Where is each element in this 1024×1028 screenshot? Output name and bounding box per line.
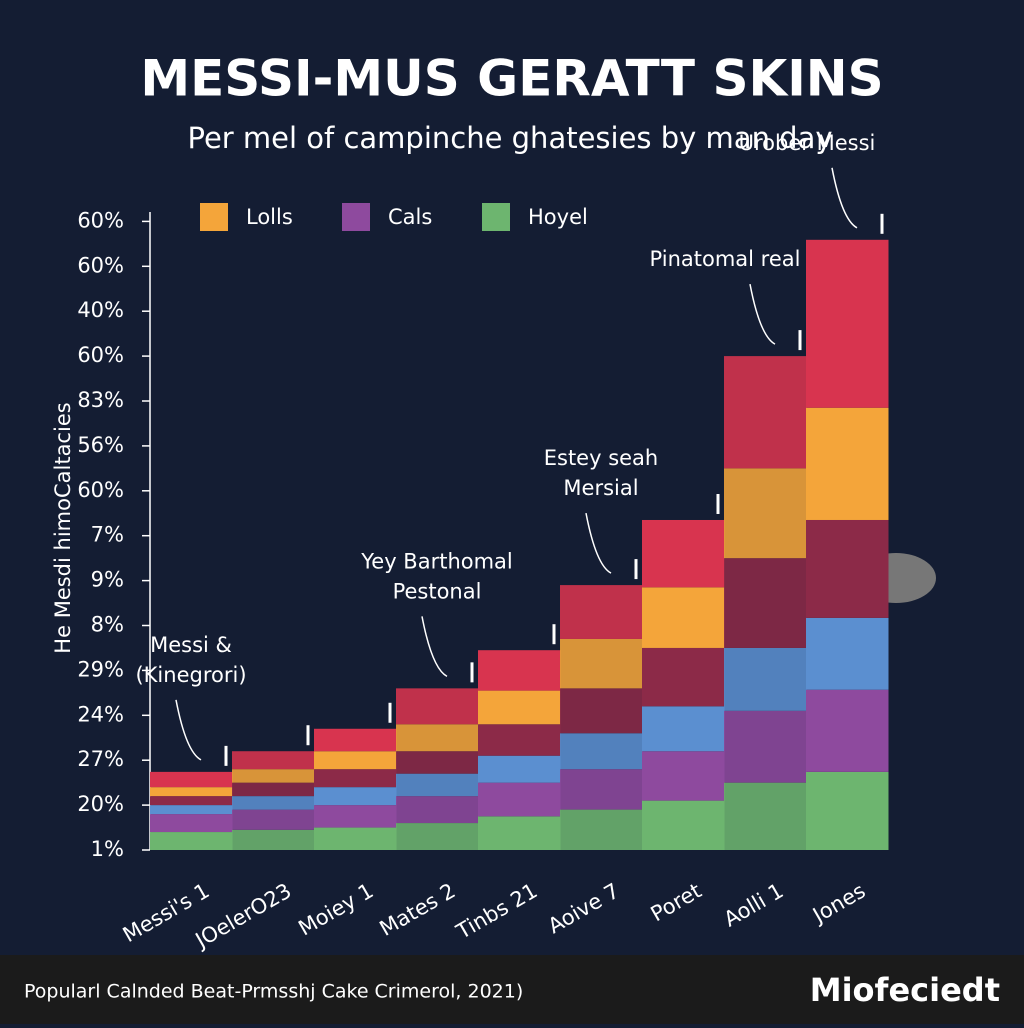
y-axis-label: He Mesdi himoCaltacies — [51, 402, 75, 653]
stack-segment — [642, 587, 725, 648]
stack-segment — [806, 617, 889, 690]
chart-subtitle: Per mel of campinche ghatesies by man da… — [187, 121, 832, 155]
y-tick-label: 7% — [91, 523, 124, 547]
y-tick-label: 40% — [77, 298, 124, 322]
stack-segment — [232, 769, 315, 783]
stack-segment — [232, 809, 315, 830]
legend-label: Cals — [388, 205, 432, 229]
y-tick-label: 60% — [77, 343, 124, 367]
annotation: Mersial — [563, 476, 638, 500]
annotation: Yey Barthomal — [360, 549, 513, 573]
y-tick-label: 8% — [91, 613, 124, 637]
stack-segment — [150, 787, 233, 797]
stack-segment — [478, 755, 561, 783]
stack-segment — [724, 356, 807, 469]
y-tick-label: 24% — [77, 702, 124, 726]
stack-segment — [642, 519, 725, 588]
stack-segment — [642, 647, 725, 707]
stack-segment — [806, 689, 889, 772]
y-tick-label: 60% — [77, 478, 124, 502]
y-tick-label: 56% — [77, 433, 124, 457]
legend-swatch — [342, 203, 370, 231]
annotation: Pestonal — [393, 579, 482, 603]
legend-swatch — [200, 203, 228, 231]
legend-label: Lolls — [246, 205, 293, 229]
y-tick-label: 1% — [91, 837, 124, 861]
stack-segment — [314, 787, 397, 806]
y-tick-label: 20% — [77, 792, 124, 816]
stack-segment — [724, 647, 807, 711]
stack-segment — [314, 827, 397, 850]
y-tick-label: 60% — [77, 208, 124, 232]
stack-segment — [232, 782, 315, 797]
annotation: Estey seah — [544, 446, 659, 470]
stack-segment — [396, 688, 479, 725]
stack-segment — [724, 710, 807, 783]
stack-segment — [642, 751, 725, 801]
annotation-arrow — [585, 512, 612, 574]
stack-segment — [478, 650, 561, 691]
stack-segment — [560, 809, 643, 850]
stack-segment — [560, 688, 643, 734]
y-tick-label: 27% — [77, 747, 124, 771]
stack-segment — [642, 800, 725, 850]
stack-segment — [806, 407, 889, 520]
stack-segment — [314, 728, 397, 752]
footer-bar — [0, 955, 1024, 1024]
source-note: Popularl Calnded Beat-Prmsshj Cake Crime… — [24, 981, 523, 1003]
stack-segment — [150, 832, 233, 850]
legend-label: Hoyel — [528, 205, 588, 229]
y-tick-label: 9% — [91, 568, 124, 592]
annotation-arrow — [175, 699, 202, 761]
annotation-arrow — [749, 283, 776, 345]
stack-segment — [314, 751, 397, 770]
stack-segment — [560, 585, 643, 639]
y-tick-label: 83% — [77, 388, 124, 412]
stack-segment — [478, 724, 561, 756]
annotation: Pinatomal real — [650, 247, 801, 271]
stack-segment — [478, 690, 561, 725]
annotation: Messi & — [150, 633, 232, 657]
stack-segment — [806, 239, 889, 408]
stack-segment — [806, 771, 889, 850]
stack-segment — [724, 558, 807, 648]
stack-segment — [560, 769, 643, 810]
stack-segment — [396, 773, 479, 797]
stack-segment — [396, 796, 479, 824]
stack-segment — [478, 782, 561, 817]
stack-segment — [724, 782, 807, 850]
stack-segment — [314, 805, 397, 828]
stack-segment — [150, 814, 233, 833]
annotation: Urober Messi — [739, 131, 876, 155]
stack-segment — [396, 751, 479, 774]
stack-segment — [150, 805, 233, 815]
annotation-arrow — [831, 167, 858, 229]
brand: Miofeciedt — [810, 971, 1000, 1009]
chart-title: MESSI-MUS GERATT SKINS — [140, 50, 883, 108]
stack-segment — [478, 816, 561, 850]
stack-segment — [560, 638, 643, 689]
stack-segment — [396, 823, 479, 850]
stack-segment — [232, 796, 315, 810]
stack-segment — [314, 769, 397, 788]
stack-segment — [560, 733, 643, 770]
stack-segment — [724, 468, 807, 559]
stack-segment — [806, 519, 889, 618]
y-tick-label: 29% — [77, 657, 124, 681]
stack-segment — [232, 751, 315, 770]
stack-segment — [232, 829, 315, 850]
stack-segment — [396, 724, 479, 752]
legend-swatch — [482, 203, 510, 231]
stack-segment — [150, 796, 233, 806]
annotation: (Kinegrori) — [135, 663, 246, 687]
stack-segment — [150, 771, 233, 788]
stack-segment — [642, 706, 725, 752]
annotation-arrow — [421, 616, 448, 678]
y-tick-label: 60% — [77, 253, 124, 277]
